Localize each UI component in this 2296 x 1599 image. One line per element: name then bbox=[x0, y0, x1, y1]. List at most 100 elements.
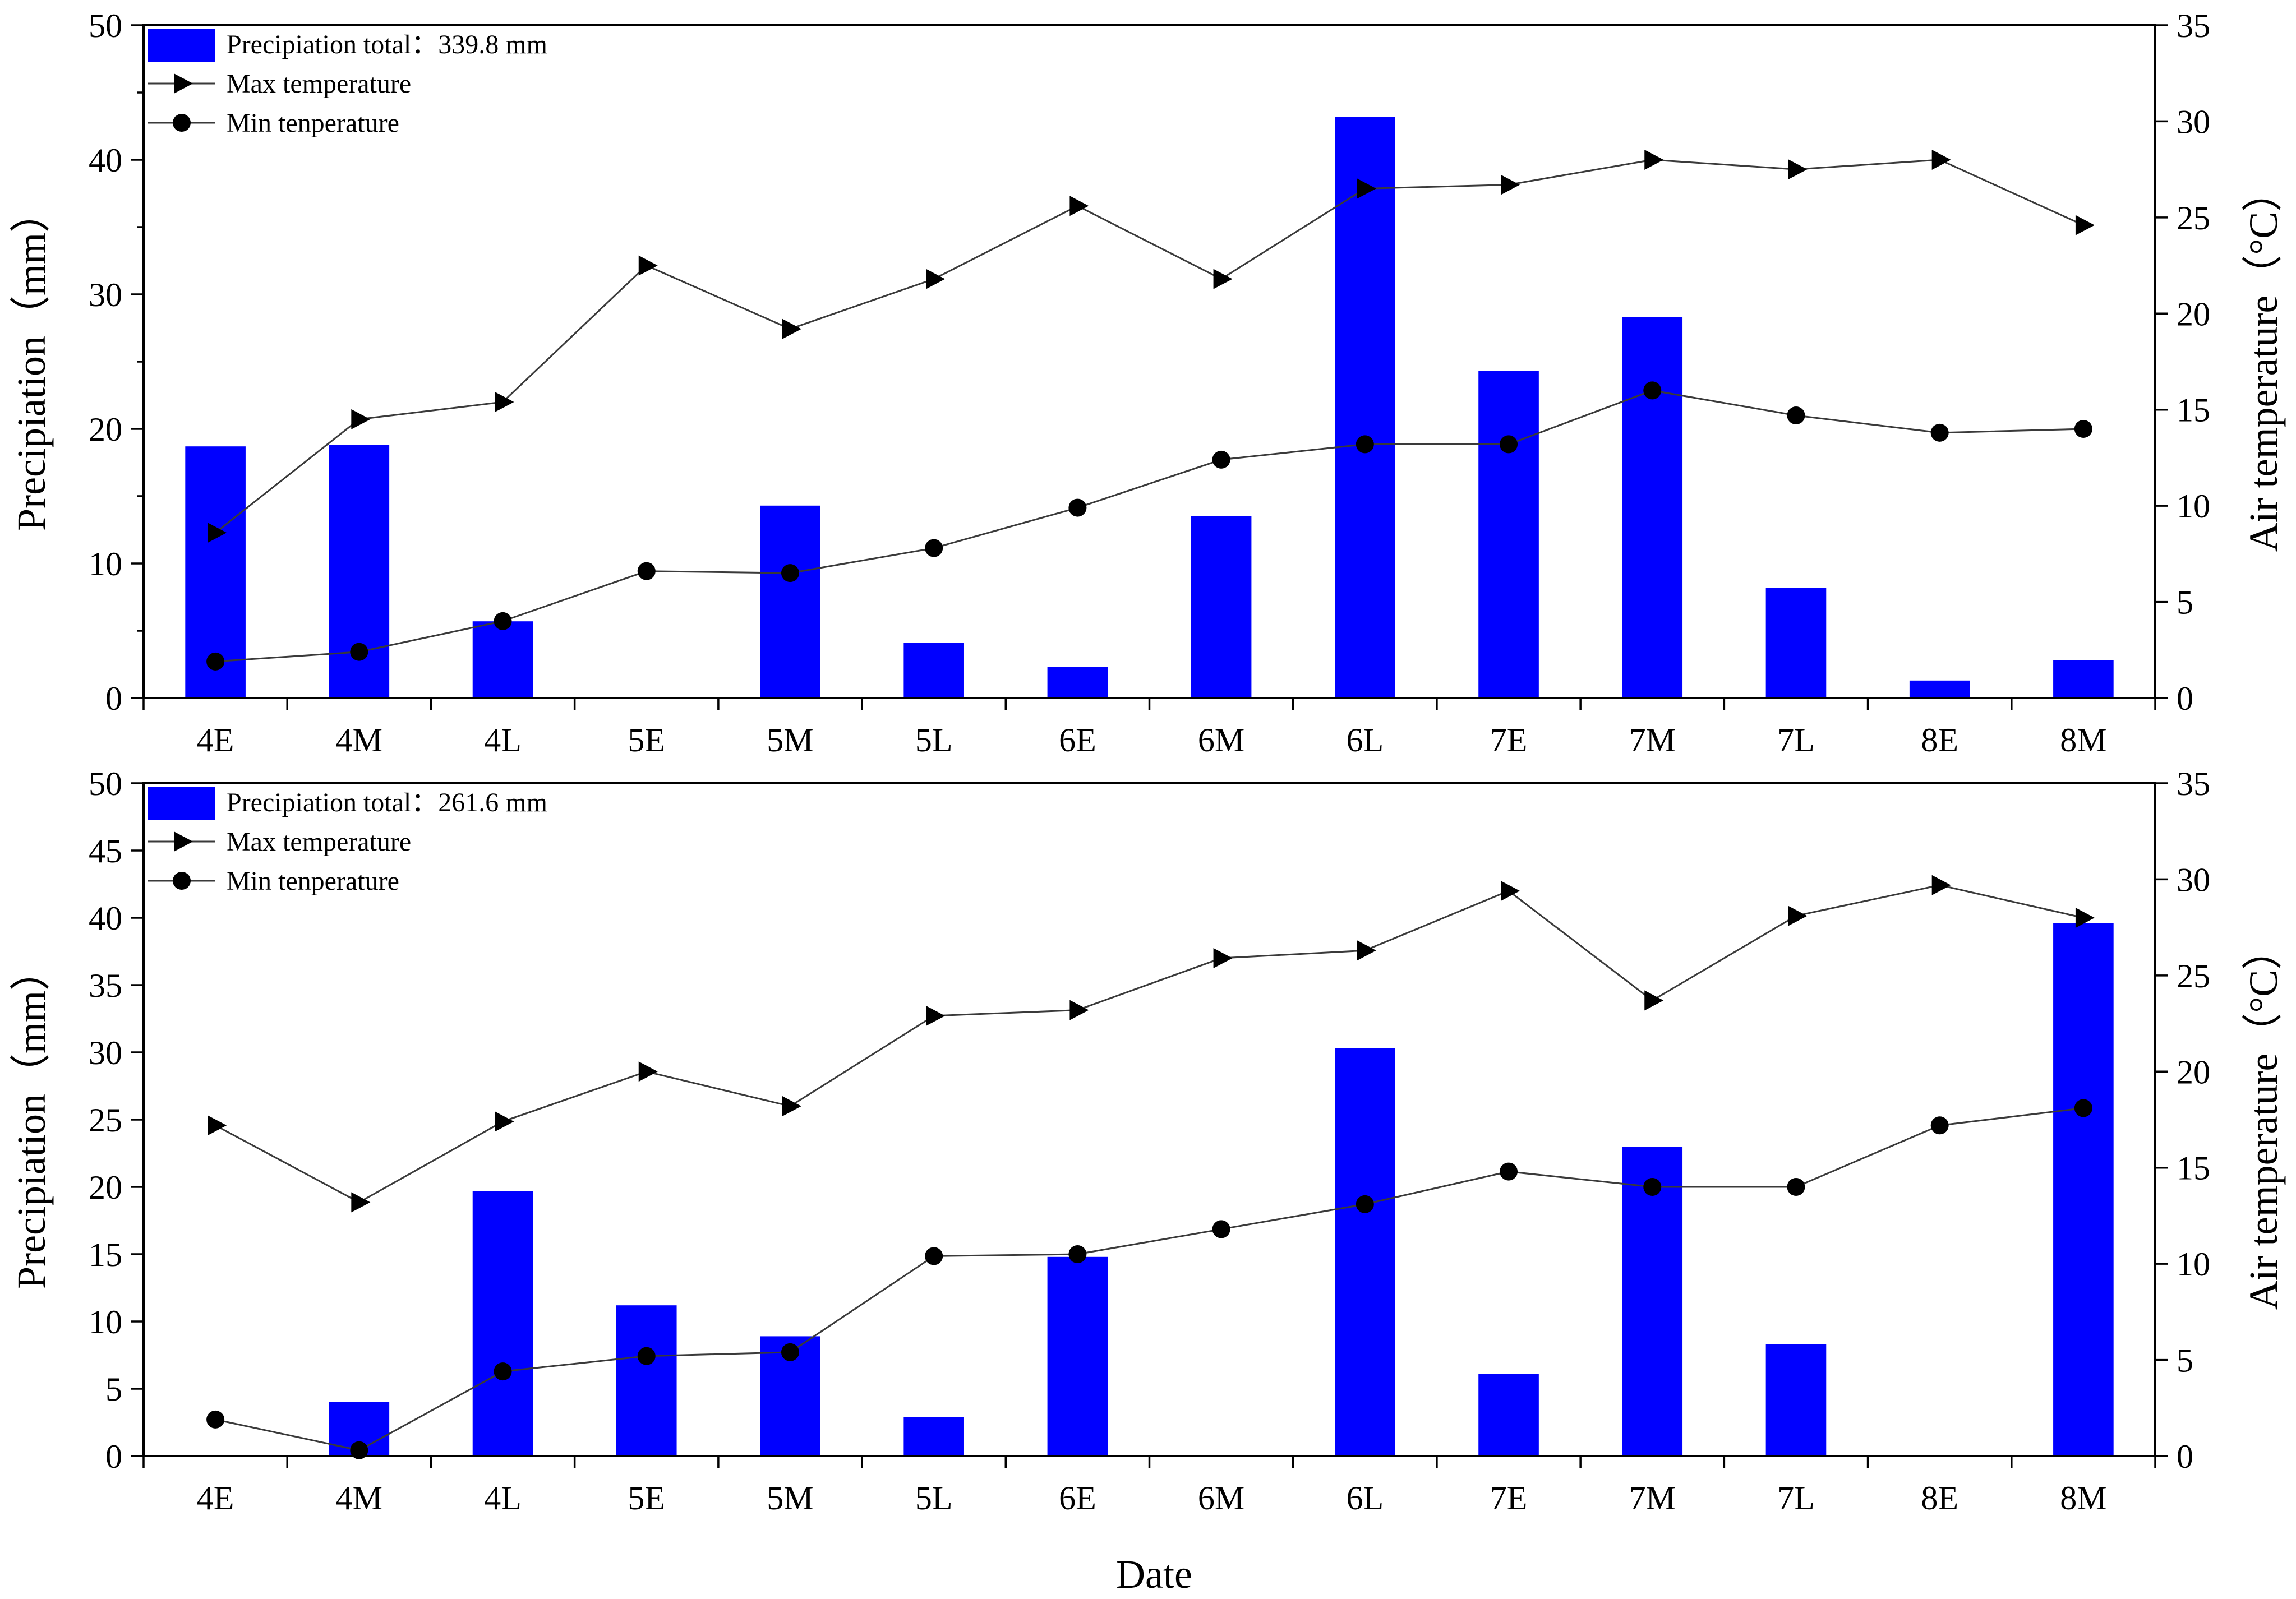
right-y-tick-label: 20 bbox=[2177, 1053, 2210, 1090]
min-temperature-marker-7M bbox=[1643, 1178, 1662, 1196]
x-tick-label-5E: 5E bbox=[628, 1480, 665, 1517]
right-y-tick-label: 15 bbox=[2177, 392, 2210, 429]
precipitation-bar-6L bbox=[1335, 117, 1395, 699]
max-temperature-marker-4L bbox=[495, 1111, 514, 1132]
precipitation-bar-5E bbox=[616, 1305, 677, 1456]
right-y-tick-label: 35 bbox=[2177, 7, 2210, 44]
precipitation-bar-7M bbox=[1622, 1147, 1683, 1456]
right-y-tick-label: 5 bbox=[2177, 1342, 2193, 1379]
precipitation-bar-6L bbox=[1335, 1048, 1395, 1456]
right-y-tick-label: 20 bbox=[2177, 295, 2210, 332]
right-y-tick-label: 10 bbox=[2177, 488, 2210, 525]
legend-max-temperature-marker bbox=[174, 831, 193, 852]
precipitation-bar-7L bbox=[1765, 588, 1827, 698]
left-axis-title: Precipiation（mm） bbox=[9, 192, 54, 531]
precipitation-bar-5M bbox=[760, 505, 820, 698]
precipitation-bar-7M bbox=[1622, 317, 1683, 698]
x-tick-label-8M: 8M bbox=[2060, 722, 2106, 759]
right-y-tick-label: 10 bbox=[2177, 1246, 2210, 1283]
min-temperature-marker-6E bbox=[1068, 1245, 1087, 1263]
max-temperature-marker-6E bbox=[1069, 1000, 1089, 1020]
precipitation-bar-5L bbox=[903, 643, 964, 698]
max-temperature-marker-5E bbox=[638, 1061, 658, 1082]
x-tick-label-7E: 7E bbox=[1490, 1480, 1528, 1517]
min-temperature-marker-6M bbox=[1212, 450, 1230, 469]
precipitation-bar-6M bbox=[1191, 516, 1252, 698]
x-tick-label-4M: 4M bbox=[336, 722, 382, 759]
max-temperature-marker-4L bbox=[495, 392, 514, 412]
precipitation-bar-5L bbox=[903, 1417, 964, 1456]
left-y-tick-label: 20 bbox=[89, 1169, 122, 1206]
left-y-tick-label: 30 bbox=[89, 1034, 122, 1071]
min-temperature-marker-7L bbox=[1787, 406, 1805, 424]
max-temperature-marker-6M bbox=[1213, 269, 1233, 289]
max-temperature-line bbox=[215, 159, 2084, 534]
left-y-tick-label: 35 bbox=[89, 967, 122, 1004]
min-temperature-marker-5E bbox=[637, 1347, 656, 1365]
x-tick-label-6E: 6E bbox=[1059, 1480, 1096, 1517]
precipitation-bar-7E bbox=[1478, 1374, 1539, 1456]
precipitation-bar-6E bbox=[1047, 1256, 1108, 1456]
min-temperature-marker-6L bbox=[1356, 1195, 1374, 1213]
x-tick-label-8E: 8E bbox=[1921, 722, 1958, 759]
precipitation-bar-8E bbox=[1909, 680, 1970, 698]
x-tick-label-4E: 4E bbox=[197, 722, 234, 759]
precipitation-bar-8M bbox=[2053, 660, 2114, 698]
x-tick-label-4L: 4L bbox=[484, 722, 522, 759]
left-y-tick-label: 30 bbox=[89, 276, 122, 313]
x-tick-label-7L: 7L bbox=[1777, 1480, 1815, 1517]
x-tick-label-7L: 7L bbox=[1777, 722, 1815, 759]
right-y-tick-label: 30 bbox=[2177, 861, 2210, 898]
max-temperature-marker-5L bbox=[926, 1005, 946, 1026]
legend-min-temperature-marker bbox=[173, 872, 191, 890]
left-y-tick-label: 15 bbox=[89, 1236, 122, 1273]
x-tick-label-7M: 7M bbox=[1629, 722, 1676, 759]
right-y-tick-label: 0 bbox=[2177, 680, 2193, 717]
x-tick-label-5M: 5M bbox=[767, 1480, 813, 1517]
x-tick-label-6L: 6L bbox=[1346, 722, 1384, 759]
legend-min-temperature-marker bbox=[173, 114, 191, 132]
x-tick-label-7M: 7M bbox=[1629, 1480, 1676, 1517]
max-temperature-marker-7L bbox=[1788, 905, 1808, 926]
right-y-tick-label: 35 bbox=[2177, 765, 2210, 802]
x-tick-label-7E: 7E bbox=[1490, 722, 1528, 759]
precipitation-bar-7L bbox=[1765, 1344, 1827, 1456]
min-temperature-marker-4M bbox=[350, 1441, 368, 1459]
right-y-tick-label: 25 bbox=[2177, 200, 2210, 237]
left-y-tick-label: 40 bbox=[89, 142, 122, 179]
left-y-tick-label: 0 bbox=[105, 680, 122, 717]
legend-max-temperature-label: Max temperature bbox=[227, 827, 411, 857]
max-temperature-marker-5E bbox=[638, 255, 658, 276]
legend-min-temperature-label: Min tenperature bbox=[227, 866, 399, 896]
right-axis-title: Air temperature（°C） bbox=[2241, 930, 2286, 1310]
max-temperature-marker-8M bbox=[2075, 908, 2095, 928]
left-y-tick-label: 20 bbox=[89, 411, 122, 448]
max-temperature-marker-4E bbox=[208, 523, 227, 543]
right-y-tick-label: 30 bbox=[2177, 103, 2210, 140]
x-tick-label-6L: 6L bbox=[1346, 1480, 1384, 1517]
x-tick-label-4M: 4M bbox=[336, 1480, 382, 1517]
max-temperature-marker-4M bbox=[351, 409, 371, 429]
x-tick-label-6M: 6M bbox=[1198, 722, 1244, 759]
min-temperature-marker-8E bbox=[1930, 423, 1949, 442]
chart-panel-bottom: 0 5 10 15 20 25 30 35 40 45 50 0 5 10 15 20 25 30 35 4E 4M 4L… bbox=[9, 765, 2286, 1517]
min-temperature-marker-4E bbox=[206, 652, 225, 671]
x-tick-label-8M: 8M bbox=[2060, 1480, 2106, 1517]
precipitation-bar-4L bbox=[472, 621, 533, 698]
max-temperature-line bbox=[215, 884, 2084, 1204]
chart-panel-top: 0 10 20 30 40 50 0 5 10 15 20 25 30 35 4E 4M 4L 5E 5M 5L 6E 6… bbox=[9, 7, 2286, 759]
min-temperature-marker-7E bbox=[1500, 1162, 1518, 1181]
x-tick-label-8E: 8E bbox=[1921, 1480, 1958, 1517]
min-temperature-marker-5M bbox=[781, 564, 799, 583]
x-tick-label-5L: 5L bbox=[915, 1480, 953, 1517]
right-y-tick-label: 0 bbox=[2177, 1438, 2193, 1475]
max-temperature-marker-6M bbox=[1213, 948, 1233, 968]
max-temperature-marker-6L bbox=[1357, 940, 1376, 961]
max-temperature-marker-7M bbox=[1644, 150, 1664, 170]
left-y-tick-label: 50 bbox=[89, 7, 122, 44]
min-temperature-marker-8M bbox=[2074, 1099, 2092, 1117]
max-temperature-marker-7L bbox=[1788, 159, 1808, 180]
min-temperature-marker-7L bbox=[1787, 1178, 1805, 1196]
